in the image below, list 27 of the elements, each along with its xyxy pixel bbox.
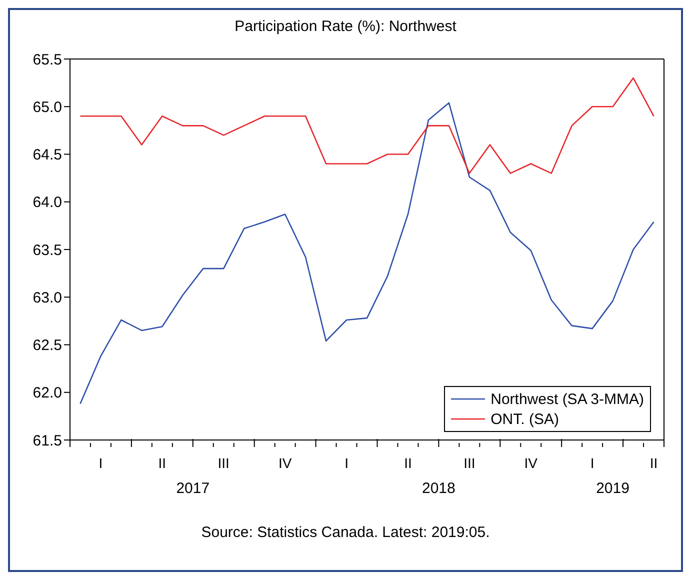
source-note: Source: Statistics Canada. Latest: 2019:05. [200,524,491,541]
x-tick-label: IV [278,455,292,471]
y-tick-label: 62.5 [32,337,62,354]
text: 2017 [175,480,211,497]
text: 2018 [421,480,456,497]
legend-label: ONT. (SA) [490,410,559,428]
y-tick-label: 61.5 [32,432,62,450]
y-tick-label: 65.0 [32,98,62,116]
line-series [80,77,654,174]
y-tick-label: 65.5 [32,51,62,68]
text: 2019 [595,480,630,497]
x-tick-label: I [98,455,103,471]
x-tick-label: I [344,455,348,471]
x-tick-label: II [404,455,412,471]
legend-label: Northwest (SA 3-MMA) [490,390,644,408]
x-tick-label: III [464,455,476,471]
x-tick-label: II [650,455,658,471]
y-tick-label: 63.5 [32,242,62,259]
x-tick-label: III [218,455,230,471]
x-tick-label: II [158,455,166,471]
y-tick-label: 64.0 [32,194,62,212]
x-tick-label: I [590,455,594,471]
y-tick-label: 62.0 [32,384,62,402]
x-tick-label: IV [524,455,538,471]
y-tick-label: 63.0 [32,289,62,306]
y-tick-label: 64.5 [32,146,62,164]
chart-title: Participation Rate (%): Northwest [234,18,458,37]
